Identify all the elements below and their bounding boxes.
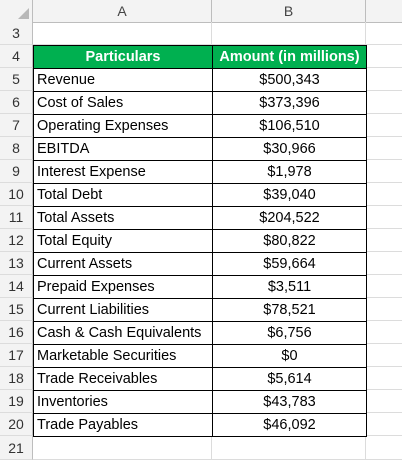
amount-cell[interactable]: $500,343 [212, 68, 367, 92]
empty-row-cells[interactable] [33, 22, 402, 45]
header-particulars[interactable]: Particulars [33, 45, 213, 69]
amount-cell[interactable]: $30,966 [212, 137, 367, 161]
column-header-bar: A B [0, 0, 402, 23]
column-header-a[interactable]: A [33, 0, 212, 22]
particular-cell[interactable]: Inventories [33, 390, 213, 414]
column-header-b[interactable]: B [212, 0, 366, 22]
row-header[interactable]: 13 [0, 252, 33, 275]
table-row: Total Debt $39,040 [33, 183, 367, 207]
table-row: Total Equity $80,822 [33, 229, 367, 253]
table-row: Cost of Sales $373,396 [33, 91, 367, 115]
row-header[interactable]: 18 [0, 367, 33, 390]
row-header[interactable]: 3 [0, 22, 33, 45]
table-row: Prepaid Expenses $3,511 [33, 275, 367, 299]
amount-cell[interactable]: $0 [212, 344, 367, 368]
gridline [365, 436, 366, 459]
table-row: Trade Payables $46,092 [33, 413, 367, 437]
row-header[interactable]: 15 [0, 298, 33, 321]
row-header[interactable]: 19 [0, 390, 33, 413]
particular-cell[interactable]: Total Equity [33, 229, 213, 253]
amount-cell[interactable]: $6,756 [212, 321, 367, 345]
row-header[interactable]: 11 [0, 206, 33, 229]
row-header[interactable]: 14 [0, 275, 33, 298]
table-row: Interest Expense $1,978 [33, 160, 367, 184]
column-header-c[interactable] [366, 0, 402, 22]
row-header[interactable]: 6 [0, 91, 33, 114]
particular-cell[interactable]: Current Assets [33, 252, 213, 276]
row-header[interactable]: 21 [0, 436, 33, 460]
gridline [211, 436, 212, 459]
row-header[interactable]: 16 [0, 321, 33, 344]
header-amount[interactable]: Amount (in millions) [212, 45, 367, 69]
gridline [365, 22, 366, 44]
row-header[interactable]: 4 [0, 45, 33, 68]
select-all-triangle-icon [18, 8, 29, 19]
row-header[interactable]: 8 [0, 137, 33, 160]
row-header[interactable]: 9 [0, 160, 33, 183]
table-header-row: Particulars Amount (in millions) [33, 45, 367, 69]
table-row: Cash & Cash Equivalents $6,756 [33, 321, 367, 345]
amount-cell[interactable]: $43,783 [212, 390, 367, 414]
amount-cell[interactable]: $204,522 [212, 206, 367, 230]
amount-cell[interactable]: $373,396 [212, 91, 367, 115]
row-header[interactable]: 17 [0, 344, 33, 367]
particular-cell[interactable]: Operating Expenses [33, 114, 213, 138]
table-row: Inventories $43,783 [33, 390, 367, 414]
particular-cell[interactable]: Total Debt [33, 183, 213, 207]
amount-cell[interactable]: $1,978 [212, 160, 367, 184]
amount-cell[interactable]: $39,040 [212, 183, 367, 207]
particular-cell[interactable]: Cost of Sales [33, 91, 213, 115]
row-header[interactable]: 7 [0, 114, 33, 137]
row-header[interactable]: 12 [0, 229, 33, 252]
particular-cell[interactable]: Trade Receivables [33, 367, 213, 391]
financial-data-table: Particulars Amount (in millions) Revenue… [33, 45, 367, 437]
particular-cell[interactable]: Prepaid Expenses [33, 275, 213, 299]
particular-cell[interactable]: Total Assets [33, 206, 213, 230]
table-row: Revenue $500,343 [33, 68, 367, 92]
amount-cell[interactable]: $80,822 [212, 229, 367, 253]
table-row: EBITDA $30,966 [33, 137, 367, 161]
particular-cell[interactable]: Marketable Securities [33, 344, 213, 368]
amount-cell[interactable]: $59,664 [212, 252, 367, 276]
particular-cell[interactable]: Cash & Cash Equivalents [33, 321, 213, 345]
particular-cell[interactable]: Trade Payables [33, 413, 213, 437]
row-header[interactable]: 20 [0, 413, 33, 436]
amount-cell[interactable]: $5,614 [212, 367, 367, 391]
select-all-corner[interactable] [0, 0, 33, 22]
amount-cell[interactable]: $106,510 [212, 114, 367, 138]
amount-cell[interactable]: $3,511 [212, 275, 367, 299]
table-row: Marketable Securities $0 [33, 344, 367, 368]
amount-cell[interactable]: $78,521 [212, 298, 367, 322]
row-header[interactable]: 10 [0, 183, 33, 206]
gridline [211, 22, 212, 44]
empty-row-cells[interactable] [33, 436, 402, 460]
particular-cell[interactable]: Interest Expense [33, 160, 213, 184]
table-row: Current Liabilities $78,521 [33, 298, 367, 322]
row-header[interactable]: 5 [0, 68, 33, 91]
particular-cell[interactable]: Current Liabilities [33, 298, 213, 322]
particular-cell[interactable]: Revenue [33, 68, 213, 92]
amount-cell[interactable]: $46,092 [212, 413, 367, 437]
particular-cell[interactable]: EBITDA [33, 137, 213, 161]
table-row: Trade Receivables $5,614 [33, 367, 367, 391]
column-c-cells[interactable] [366, 45, 402, 436]
table-row: Current Assets $59,664 [33, 252, 367, 276]
table-row: Total Assets $204,522 [33, 206, 367, 230]
table-row: Operating Expenses $106,510 [33, 114, 367, 138]
